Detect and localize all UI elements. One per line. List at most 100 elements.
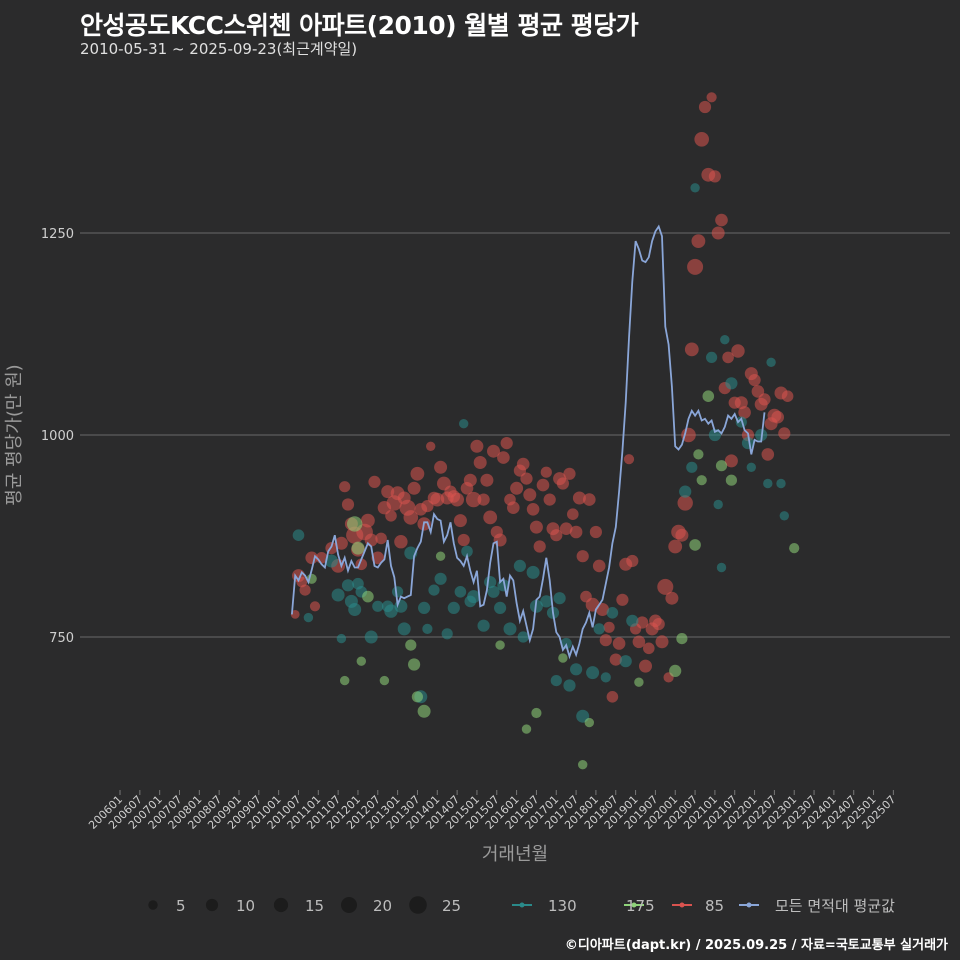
- data-point-85: [536, 478, 550, 492]
- data-point-175: [584, 717, 594, 728]
- data-point-130: [331, 588, 345, 602]
- chart-title: 안성공도KCC스위첸 아파트(2010) 월별 평균 평당가: [80, 11, 639, 40]
- data-point-130: [422, 623, 433, 635]
- legend-dot: [631, 902, 637, 908]
- data-point-130: [776, 478, 786, 489]
- legend-dot: [679, 902, 685, 908]
- data-point-85: [781, 390, 794, 403]
- points-layer: [290, 92, 800, 770]
- data-point-175: [669, 664, 682, 678]
- data-point-85: [450, 492, 464, 507]
- y-tick-labels: 750 1000 1250: [41, 227, 74, 646]
- data-point-175: [362, 590, 374, 603]
- data-point-85: [675, 528, 689, 542]
- data-point-130: [606, 607, 619, 619]
- data-point-85: [410, 466, 425, 481]
- data-point-85: [708, 170, 722, 183]
- data-point-85: [771, 410, 784, 424]
- data-point-85: [592, 559, 606, 573]
- data-point-175: [634, 677, 644, 687]
- data-point-85: [748, 374, 761, 387]
- data-point-130: [600, 672, 611, 683]
- data-point-130: [553, 592, 566, 605]
- size-legend-dot: [409, 896, 427, 914]
- chart-subtitle: 2010-05-31 ~ 2025-09-23(최근계약일): [80, 40, 358, 58]
- data-point-175: [351, 541, 365, 555]
- data-point-85: [473, 456, 487, 469]
- data-point-130: [540, 595, 553, 608]
- data-point-130: [372, 600, 384, 612]
- data-point-130: [763, 478, 773, 489]
- data-point-85: [453, 514, 467, 528]
- data-point-175: [696, 475, 707, 486]
- data-point-130: [494, 601, 507, 615]
- data-point-130: [441, 628, 453, 640]
- legend-label: 175: [626, 897, 655, 915]
- data-point-130: [550, 675, 562, 687]
- data-point-85: [434, 460, 448, 474]
- data-point-85: [487, 444, 500, 458]
- data-point-130: [686, 461, 698, 473]
- data-point-85: [394, 535, 408, 549]
- data-point-130: [364, 630, 378, 644]
- data-point-85: [687, 258, 704, 275]
- data-point-85: [576, 550, 589, 563]
- data-point-85: [706, 92, 717, 103]
- data-point-85: [778, 427, 791, 440]
- data-point-85: [500, 437, 513, 450]
- data-point-85: [758, 393, 771, 406]
- x-tick-labels: 2006012006072007012007072008012008072009…: [86, 790, 898, 832]
- data-point-130: [397, 622, 411, 636]
- data-point-130: [779, 511, 789, 521]
- data-point-175: [725, 474, 738, 486]
- data-point-130: [292, 529, 305, 541]
- data-point-130: [526, 565, 540, 579]
- data-point-175: [715, 460, 728, 472]
- data-point-85: [722, 351, 734, 364]
- data-point-85: [470, 439, 484, 453]
- data-point-85: [305, 551, 319, 565]
- data-point-85: [339, 481, 351, 493]
- data-point-130: [517, 631, 529, 643]
- line-layer: [291, 224, 766, 660]
- data-point-130: [708, 428, 722, 442]
- data-point-85: [550, 529, 563, 542]
- data-point-130: [384, 604, 398, 618]
- data-point-85: [665, 591, 679, 605]
- data-point-85: [596, 603, 609, 616]
- data-point-175: [347, 516, 363, 532]
- data-point-130: [418, 601, 431, 615]
- data-point-85: [559, 522, 573, 535]
- data-point-130: [679, 485, 692, 498]
- data-point-130: [467, 590, 481, 604]
- data-point-85: [616, 593, 629, 606]
- data-point-175: [340, 675, 350, 686]
- data-point-175: [408, 658, 421, 671]
- legend-label: 85: [705, 897, 724, 915]
- data-point-85: [734, 396, 748, 410]
- data-point-85: [520, 472, 533, 485]
- y-tick-label: 1000: [41, 429, 74, 444]
- data-point-130: [487, 585, 500, 598]
- data-point-85: [724, 454, 738, 468]
- data-point-85: [652, 618, 665, 631]
- data-point-175: [558, 653, 568, 663]
- data-point-130: [619, 655, 632, 668]
- data-point-85: [493, 533, 507, 547]
- data-point-85: [526, 503, 540, 516]
- data-point-85: [612, 637, 626, 650]
- data-point-85: [463, 473, 477, 487]
- data-point-85: [426, 441, 436, 451]
- data-point-175: [435, 551, 446, 561]
- data-point-175: [417, 704, 431, 718]
- data-point-175: [531, 707, 542, 719]
- data-point-130: [560, 637, 572, 650]
- data-point-130: [735, 416, 747, 428]
- data-point-85: [583, 493, 596, 506]
- legend-label: 130: [548, 897, 577, 915]
- data-point-85: [668, 539, 683, 554]
- grid-layer: [80, 232, 950, 638]
- size-legend-dot: [341, 897, 357, 913]
- data-point-130: [447, 601, 460, 615]
